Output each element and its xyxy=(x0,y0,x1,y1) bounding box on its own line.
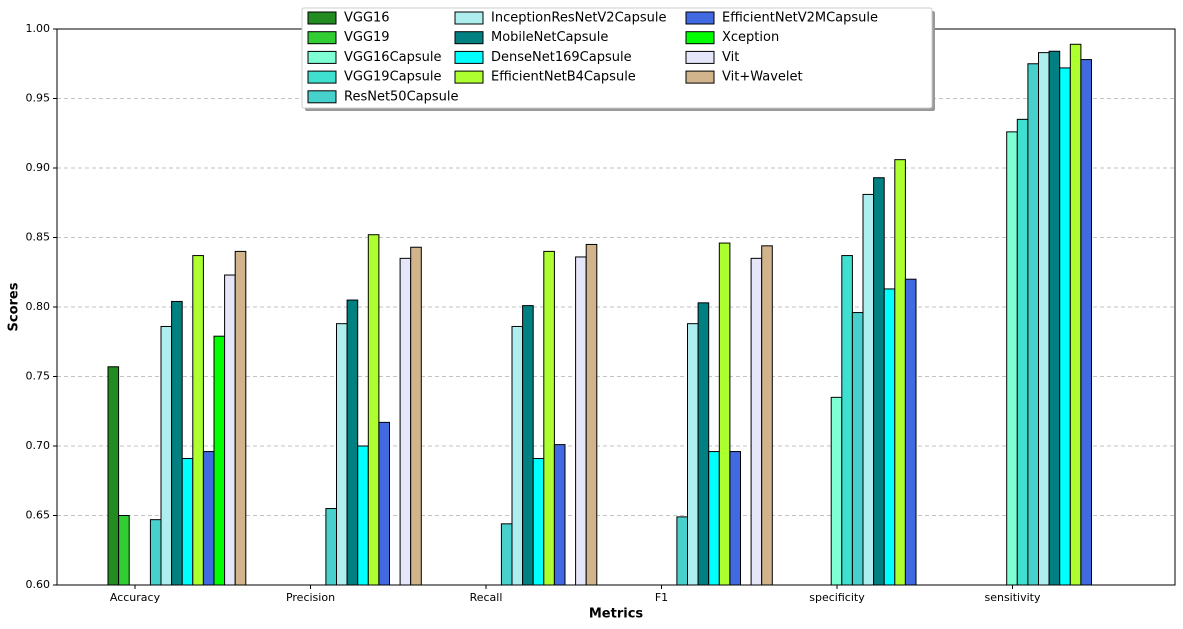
x-tick-label: F1 xyxy=(655,591,668,604)
legend-swatch xyxy=(307,31,337,45)
bar xyxy=(894,159,906,586)
bar xyxy=(1048,50,1061,586)
bar xyxy=(378,421,390,586)
bar xyxy=(1069,43,1082,586)
legend-label: EfficientNetV2MCapsule xyxy=(722,11,878,26)
bar xyxy=(553,444,566,586)
bar xyxy=(149,519,162,586)
legend: VGG16 VGG19 VGG16Capsule VGG19Capsule ResNet… xyxy=(301,7,935,111)
x-tick-label: Recall xyxy=(470,591,503,604)
bar xyxy=(543,250,555,586)
x-tick-label: Accuracy xyxy=(110,591,161,604)
bar xyxy=(532,458,545,586)
legend-label: ResNet50Capsule xyxy=(344,89,459,104)
y-tick-label: 0.75 xyxy=(26,370,51,383)
bar xyxy=(1059,67,1071,586)
bar xyxy=(676,516,689,586)
legend-swatch xyxy=(307,11,337,25)
bar xyxy=(1006,131,1018,586)
bar xyxy=(761,245,773,586)
legend-swatch xyxy=(307,70,337,84)
legend-label: MobileNetCapsule xyxy=(491,30,608,45)
legend-swatch xyxy=(685,11,715,25)
bar xyxy=(1080,59,1093,586)
bar xyxy=(904,278,917,586)
legend-label: VGG19Capsule xyxy=(344,70,442,85)
bar xyxy=(729,451,742,586)
bar xyxy=(575,256,587,586)
bar xyxy=(213,335,226,586)
bar xyxy=(883,288,896,586)
legend-swatch xyxy=(685,31,715,45)
bar xyxy=(522,305,534,586)
y-tick-label: 0.70 xyxy=(26,439,51,452)
legend-label: DenseNet169Capsule xyxy=(491,50,632,65)
bar xyxy=(687,323,699,586)
bar xyxy=(750,257,763,586)
bar xyxy=(851,312,864,586)
bar xyxy=(224,274,236,586)
bar xyxy=(500,523,513,586)
bar xyxy=(399,257,412,586)
bar xyxy=(234,250,247,586)
bar xyxy=(346,299,359,586)
legend-swatch xyxy=(685,70,715,84)
legend-swatch xyxy=(454,11,484,25)
legend-label: EfficientNetB4Capsule xyxy=(491,70,636,85)
bar xyxy=(841,255,853,586)
y-axis-label: Scores xyxy=(7,282,22,331)
bar xyxy=(202,451,215,586)
legend-swatch xyxy=(454,31,484,45)
bar xyxy=(511,325,524,586)
bar xyxy=(336,323,348,586)
legend-swatch xyxy=(307,90,337,104)
legend-swatch xyxy=(685,50,715,64)
y-tick-label: 0.95 xyxy=(26,92,51,105)
bar xyxy=(107,366,120,586)
bar xyxy=(873,177,885,586)
legend-label: VGG16 xyxy=(344,11,390,26)
bar xyxy=(325,508,337,586)
x-tick-label: sensitivity xyxy=(984,591,1041,604)
legend-label: Vit xyxy=(722,50,739,65)
legend-label: VGG16Capsule xyxy=(344,50,442,65)
x-tick-label: specificity xyxy=(809,591,865,604)
bar xyxy=(1027,63,1040,586)
y-tick-label: 0.80 xyxy=(26,300,51,313)
bar xyxy=(862,193,875,586)
bar xyxy=(118,515,130,586)
legend-label: Xception xyxy=(722,30,779,45)
legend-swatch xyxy=(307,50,337,64)
y-tick-label: 1.00 xyxy=(26,22,51,35)
legend-label: InceptionResNetV2Capsule xyxy=(491,11,667,26)
x-tick-label: Precision xyxy=(286,591,335,604)
bar xyxy=(357,445,369,586)
bar xyxy=(192,255,204,586)
bar xyxy=(585,243,598,586)
y-tick-label: 0.85 xyxy=(26,231,51,244)
bar xyxy=(1038,52,1050,586)
x-axis-label: Metrics xyxy=(589,607,644,622)
y-tick-label: 0.65 xyxy=(26,509,51,522)
legend-swatch xyxy=(454,70,484,84)
bar xyxy=(718,242,731,586)
bar xyxy=(160,325,173,586)
y-tick-label: 0.90 xyxy=(26,161,51,174)
bar xyxy=(367,234,380,586)
bar xyxy=(708,451,720,586)
legend-label: VGG19 xyxy=(344,30,390,45)
bar xyxy=(1016,118,1029,586)
y-tick-label: 0.60 xyxy=(26,578,51,591)
bar xyxy=(171,300,183,586)
legend-label: Vit+Wavelet xyxy=(722,70,803,85)
bar xyxy=(697,302,710,586)
bar xyxy=(410,246,422,586)
bar xyxy=(181,458,194,586)
bar xyxy=(830,396,843,586)
legend-swatch xyxy=(454,50,484,64)
